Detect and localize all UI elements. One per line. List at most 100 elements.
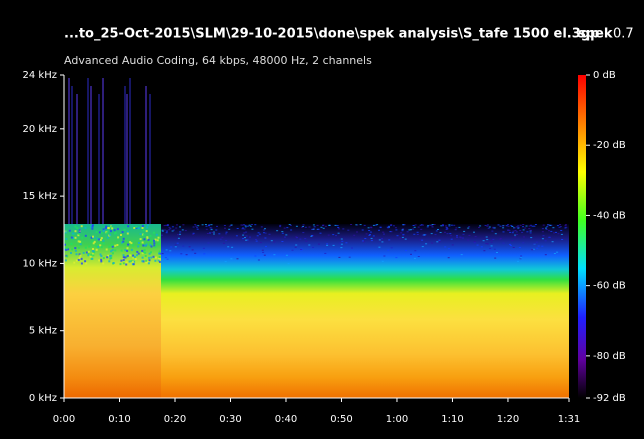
noise [295, 245, 297, 246]
noise [533, 226, 535, 227]
noise [502, 227, 504, 228]
noise [312, 247, 314, 248]
noise [193, 227, 195, 228]
noise [257, 235, 259, 236]
noise [108, 246, 110, 248]
noise [395, 227, 397, 228]
noise [117, 236, 119, 238]
noise [240, 225, 242, 226]
noise [264, 238, 266, 239]
noise [156, 234, 158, 236]
noise [69, 230, 71, 232]
noise [547, 224, 549, 225]
noise [514, 236, 516, 237]
noise [447, 233, 449, 234]
noise [142, 242, 144, 244]
noise [328, 225, 330, 226]
noise [265, 246, 267, 247]
noise [123, 262, 125, 264]
color-bar [578, 75, 586, 398]
noise [326, 245, 328, 246]
noise [126, 261, 128, 263]
noise [81, 225, 83, 227]
noise [273, 242, 275, 243]
noise [178, 238, 180, 239]
noise [341, 244, 343, 245]
noise [514, 235, 516, 236]
noise [173, 230, 175, 231]
noise [313, 224, 315, 225]
colorbar-tick-label: -20 dB [593, 140, 626, 151]
noise [120, 234, 122, 236]
noise [510, 245, 512, 246]
noise [492, 227, 494, 228]
noise [146, 230, 148, 232]
noise [175, 228, 177, 229]
noise [79, 255, 81, 257]
noise [92, 254, 94, 256]
noise [97, 238, 99, 240]
noise [142, 227, 144, 229]
noise [144, 252, 146, 254]
noise [564, 227, 566, 228]
noise [391, 247, 393, 248]
noise [545, 254, 547, 255]
noise [561, 234, 563, 235]
noise [225, 233, 227, 234]
noise [149, 235, 151, 237]
noise [440, 232, 442, 233]
noise [356, 232, 358, 233]
noise [245, 225, 247, 226]
noise [324, 253, 326, 254]
noise [87, 254, 89, 256]
noise [395, 257, 397, 258]
noise [489, 248, 491, 249]
noise [110, 257, 112, 259]
noise [96, 231, 98, 233]
noise [455, 229, 457, 230]
noise [169, 227, 171, 228]
noise [522, 242, 524, 243]
noise [229, 226, 231, 227]
noise [107, 237, 109, 239]
noise [559, 224, 561, 225]
noise [402, 228, 404, 229]
noise [522, 226, 524, 227]
noise [340, 247, 342, 248]
noise [105, 227, 107, 229]
noise [81, 263, 83, 265]
noise [192, 249, 194, 250]
noise [507, 224, 509, 225]
y-tick-label: 15 kHz [23, 191, 57, 202]
noise [85, 262, 87, 264]
noise [338, 233, 340, 234]
noise [224, 225, 226, 226]
noise [473, 232, 475, 233]
noise [461, 254, 463, 255]
noise [508, 226, 510, 227]
noise [325, 226, 327, 227]
noise [417, 232, 419, 233]
noise [110, 250, 112, 252]
noise [296, 226, 298, 227]
noise [132, 261, 134, 263]
noise [135, 258, 137, 260]
noise [463, 231, 465, 232]
noise [111, 244, 113, 246]
noise [254, 256, 256, 257]
noise [80, 243, 82, 245]
noise [143, 229, 145, 231]
noise [509, 232, 511, 233]
noise [339, 243, 341, 244]
noise [242, 238, 244, 239]
noise [65, 238, 67, 240]
noise [167, 225, 169, 226]
noise [196, 227, 198, 228]
noise [92, 224, 94, 226]
noise [97, 246, 99, 248]
noise [413, 225, 415, 226]
noise [110, 230, 112, 232]
noise [381, 238, 383, 239]
noise [106, 249, 108, 251]
noise [263, 230, 265, 231]
